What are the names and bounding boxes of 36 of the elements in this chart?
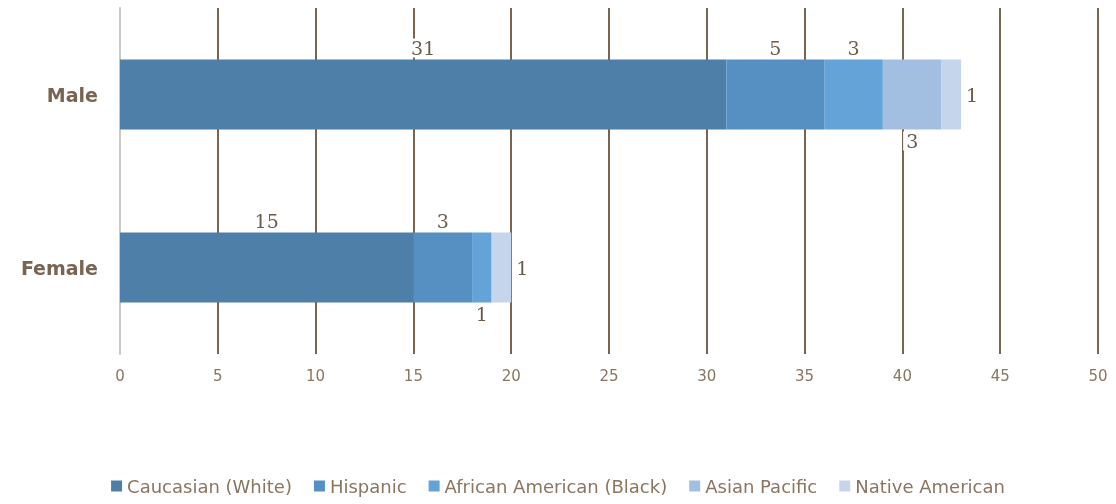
bar	[882, 59, 942, 130]
data-label: 15	[254, 210, 279, 232]
x-tick-label: 0	[115, 366, 125, 385]
x-tick-label: 25	[599, 366, 619, 385]
y-tick-label: Female	[20, 256, 98, 279]
x-tick-label: 10	[306, 366, 326, 385]
x-tick-label: 40	[892, 366, 912, 385]
bar	[824, 59, 883, 130]
data-label: 3	[436, 210, 449, 232]
y-tick-label: Male	[46, 83, 98, 106]
data-label: 3	[906, 130, 919, 152]
x-tick-label: 5	[213, 366, 223, 385]
bar	[413, 232, 473, 303]
x-tick-label: 45	[990, 366, 1010, 385]
bar	[120, 232, 414, 303]
legend-label: Caucasian (White)	[127, 475, 292, 497]
x-tick-label: 30	[697, 366, 717, 385]
bar	[941, 59, 962, 130]
legend-label: Native American	[855, 475, 1005, 497]
data-label: 1	[475, 303, 488, 325]
x-tick-label: 50	[1088, 366, 1108, 385]
bar	[472, 232, 492, 303]
legend-label: Hispanic	[329, 475, 407, 497]
data-label: 1	[966, 83, 979, 106]
bar	[491, 232, 512, 303]
bar	[120, 59, 727, 130]
x-tick-label: 35	[795, 366, 815, 385]
data-label: 5	[769, 37, 782, 59]
data-label: 31	[411, 37, 436, 59]
legend-label: African American (Black)	[444, 475, 668, 497]
bar	[726, 59, 825, 130]
data-label: 1	[516, 256, 529, 279]
x-tick-label: 20	[501, 366, 521, 385]
legend-label: Asian Pacific	[705, 475, 818, 497]
x-tick-label: 15	[403, 366, 423, 385]
data-label: 3	[847, 37, 860, 59]
